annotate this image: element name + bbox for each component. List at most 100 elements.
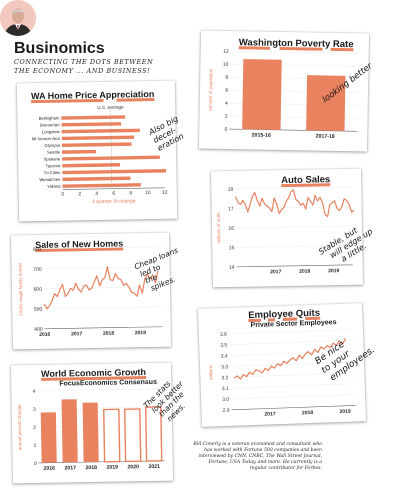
y-tick-label: 3.6 bbox=[220, 332, 227, 338]
chart-home-price: Bellingham Bremerton Longview Mt Vernon-Ana… bbox=[32, 105, 168, 206]
category-label: Olympia bbox=[44, 143, 60, 148]
x-tick-label: 8 bbox=[129, 190, 132, 196]
x-axis-line bbox=[44, 326, 163, 330]
y-tick-label: 16 bbox=[228, 226, 234, 232]
y-tick-label: 3 bbox=[33, 407, 36, 413]
tagline: CONNECTING THE DOTS BETWEEN THE ECONOMY … bbox=[14, 58, 154, 75]
bar bbox=[62, 183, 141, 188]
x-tick-label: 2017-18 bbox=[316, 134, 335, 140]
bar bbox=[61, 399, 78, 463]
x-tick-label: 2016 bbox=[43, 466, 55, 472]
y-tick-label: 2 bbox=[225, 114, 228, 120]
series-line bbox=[233, 338, 347, 380]
chart-world-growth: 0 1 2 3 4 2016 2017 2018 2019 2020 2021 annual perc… bbox=[17, 388, 165, 472]
x-tick-label: 6 bbox=[112, 191, 115, 197]
x-axis-line bbox=[236, 264, 353, 268]
card-poverty: Washington Poverty Rate 0 2 4 6 8 10 12 2015-16… bbox=[198, 30, 374, 152]
x-tick-label: 2015-16 bbox=[252, 132, 271, 138]
y-tick-label: 12 bbox=[223, 49, 229, 55]
y-tick-label: 0 bbox=[34, 461, 37, 467]
gridline bbox=[38, 424, 165, 428]
x-tick-label: 12 bbox=[162, 190, 168, 196]
card-new-homes: Sales of New Homes 400 500 600 700 800 2016 20… bbox=[11, 232, 171, 350]
gridline bbox=[235, 206, 352, 209]
bar bbox=[123, 408, 142, 463]
category-label: Mt Vernon-Ana bbox=[32, 136, 61, 141]
y-tick-label: 3.5 bbox=[220, 343, 227, 349]
y-tick-label: 14 bbox=[229, 265, 235, 271]
bar bbox=[102, 408, 121, 463]
category-label: Tri-Cities bbox=[44, 170, 61, 175]
x-tick-label: 10 bbox=[145, 190, 151, 196]
series-line bbox=[234, 189, 355, 218]
gridline bbox=[38, 442, 165, 446]
y-tick-label: 18 bbox=[228, 187, 234, 193]
y-tick-label: 3.2 bbox=[221, 375, 228, 381]
bar bbox=[242, 59, 282, 130]
y-tick-label: 8 bbox=[225, 75, 228, 81]
author-bio: Bill Conerly is a veteran economist and … bbox=[193, 442, 322, 471]
bar bbox=[61, 135, 135, 141]
bar bbox=[61, 149, 97, 154]
x-tick-label: 2017 bbox=[64, 465, 76, 471]
y-tick-label: 6 bbox=[225, 88, 228, 94]
x-tick-label: 2019 bbox=[135, 330, 146, 336]
y-tick-label: 700 bbox=[33, 267, 42, 273]
gridline bbox=[43, 266, 162, 270]
chart-new-homes: 400 500 600 700 800 2016 2017 2018 2019 1000s sin… bbox=[17, 246, 163, 338]
y-axis-label: 1000s single family homes bbox=[17, 262, 23, 316]
y-tick-label: 400 bbox=[34, 327, 43, 333]
chart-employee-quits: 2.9 3.0 3.1 3.2 3.3 3.4 3.5 3.6 2017 2018 2019 mill… bbox=[208, 329, 356, 418]
gridline bbox=[44, 306, 163, 310]
bar bbox=[61, 122, 122, 127]
y-axis-label: percent of population bbox=[208, 68, 214, 111]
category-label: Spokane bbox=[44, 156, 61, 161]
y-tick-label: 3.3 bbox=[221, 364, 228, 370]
y-tick-label: 3.4 bbox=[221, 353, 228, 359]
card-world-growth: World Economic Growth FocusEconomics Con… bbox=[10, 362, 174, 484]
gridline bbox=[235, 186, 352, 190]
y-tick-label: 600 bbox=[34, 287, 43, 293]
x-tick-label: 2018 bbox=[85, 465, 97, 471]
series-line bbox=[43, 266, 159, 310]
x-axis-line bbox=[231, 405, 356, 411]
x-tick-label: 2016 bbox=[39, 332, 50, 338]
x-tick-label: 2017 bbox=[270, 269, 281, 275]
category-label: Longview bbox=[42, 129, 61, 134]
gridline bbox=[230, 361, 354, 367]
bar bbox=[61, 142, 132, 147]
y-axis-label: millions of units bbox=[216, 212, 222, 244]
gridline bbox=[235, 225, 352, 229]
x-tick-label: 2017 bbox=[71, 331, 82, 337]
bar bbox=[61, 128, 140, 134]
gridline bbox=[43, 246, 162, 250]
category-label: Yakima bbox=[47, 184, 61, 189]
bar bbox=[144, 406, 163, 462]
category-label: Bremerton bbox=[40, 122, 60, 127]
gridline bbox=[230, 50, 359, 54]
x-tick-label: 0 bbox=[61, 192, 64, 198]
bar bbox=[62, 169, 167, 175]
x-tick-label: 2 bbox=[78, 191, 81, 197]
y-tick-label: 2 bbox=[33, 425, 36, 431]
y-tick-label: 4 bbox=[33, 389, 36, 395]
gridline bbox=[230, 383, 355, 389]
y-tick-label: 0 bbox=[224, 127, 227, 133]
card-home-price: WA Home Price Appreciation Bellingham Bre… bbox=[16, 80, 178, 222]
bar bbox=[62, 163, 121, 168]
bar bbox=[62, 155, 160, 161]
x-tick-label: 2021 bbox=[148, 464, 160, 470]
gridline bbox=[229, 351, 354, 356]
y-tick-label: 4 bbox=[225, 101, 228, 107]
bar bbox=[40, 412, 57, 463]
category-label: Tacoma bbox=[46, 163, 61, 168]
y-tick-label: 1 bbox=[34, 443, 37, 449]
y-tick-label: 500 bbox=[34, 307, 43, 313]
category-label: Bellingham bbox=[39, 115, 60, 120]
x-tick-label: 2019 bbox=[328, 268, 339, 274]
author-photo-icon bbox=[0, 0, 36, 36]
x-tick-label: 2018 bbox=[103, 331, 114, 337]
x-tick-label: 2019 bbox=[339, 409, 351, 415]
gridline bbox=[37, 406, 164, 410]
bar bbox=[62, 176, 131, 182]
